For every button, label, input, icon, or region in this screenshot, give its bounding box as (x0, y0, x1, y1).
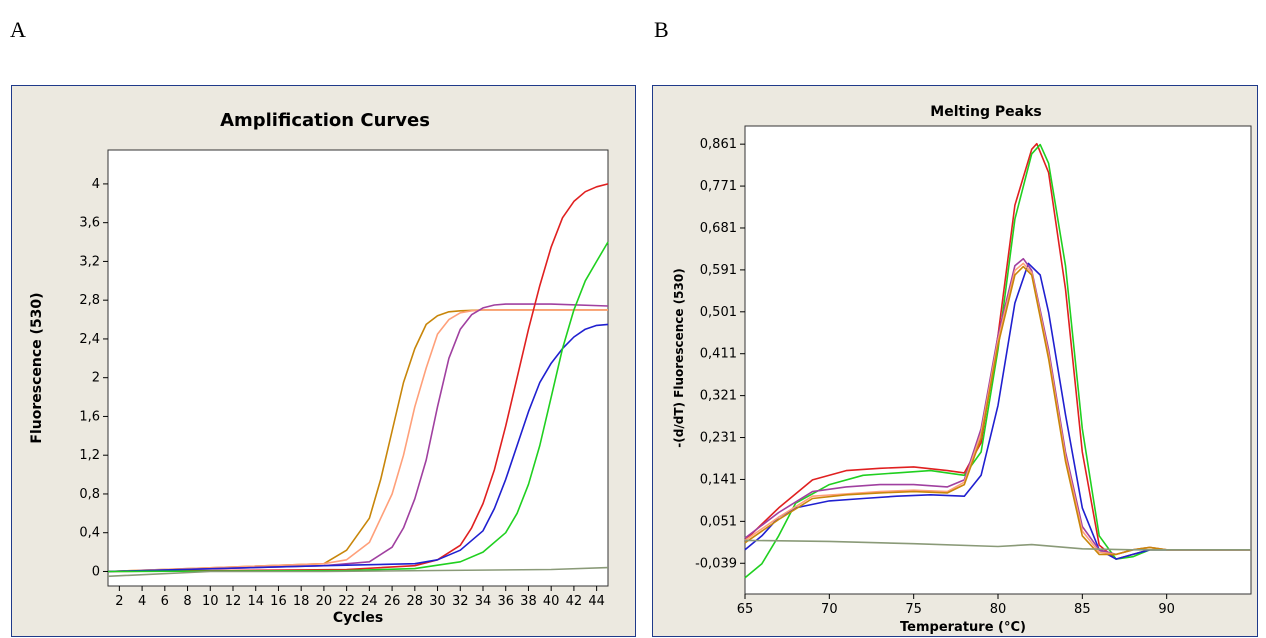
x-tick-label: 24 (361, 594, 378, 609)
x-tick-label: 65 (737, 602, 754, 617)
y-tick-label: 0,321 (700, 389, 737, 404)
y-tick-label: 2 (92, 371, 100, 386)
y-tick-label: 2,4 (79, 332, 100, 347)
series-line-6 (107, 241, 609, 573)
x-tick-label: 2 (115, 594, 123, 609)
panel-label-a: A (10, 17, 26, 42)
x-tick-label: 16 (270, 594, 287, 609)
y-axis-label: Fluorescence (530) (29, 292, 45, 443)
x-axis-label: Cycles (333, 610, 383, 626)
series-line-3 (744, 262, 1251, 560)
chart-title: Amplification Curves (220, 110, 430, 131)
y-tick-label: 0,8 (79, 487, 100, 502)
y-tick-label: 2,8 (79, 293, 100, 308)
y-tick-label: 1,6 (79, 409, 100, 424)
x-tick-label: 38 (520, 594, 537, 609)
y-tick-label: 3,2 (79, 254, 100, 269)
series-line-6 (744, 265, 1251, 556)
x-tick-label: 20 (316, 594, 333, 609)
x-axis: 2 4 6 8 10 12 14 16 18 20 22 24 26 28 30 32 34 36 38 40 42 44 (115, 586, 605, 609)
x-tick-label: 32 (452, 594, 469, 609)
x-tick-label: 80 (990, 602, 1007, 617)
x-tick-label: 70 (821, 602, 838, 617)
x-tick-label: 34 (475, 594, 492, 609)
x-tick-label: 44 (588, 594, 605, 609)
y-tick-label: 0,771 (700, 179, 737, 194)
x-tick-label: 18 (293, 594, 310, 609)
x-tick-label: 30 (429, 594, 446, 609)
y-tick-label: 0,861 (700, 137, 737, 152)
x-tick-label: 40 (543, 594, 560, 609)
x-tick-label: 90 (1158, 602, 1175, 617)
melting-panel: Melting Peaks -0,039 0,051 0,141 0,231 0,321… (652, 85, 1258, 637)
y-tick-label: 0,051 (700, 514, 737, 529)
y-tick-label: 3,6 (79, 216, 100, 231)
y-tick-label: 0,411 (700, 347, 737, 362)
x-tick-label: 26 (384, 594, 401, 609)
x-tick-label: 14 (247, 594, 264, 609)
y-tick-label: 4 (92, 177, 100, 192)
series-group (107, 183, 609, 578)
y-tick-label: 0,4 (79, 526, 100, 541)
x-tick-label: 85 (1074, 602, 1091, 617)
series-line-2 (107, 309, 608, 573)
series-line-3 (107, 303, 609, 573)
y-axis: 0 0,4 0,8 1,2 1,6 2 2,4 2,8 3,2 3,6 4 (79, 177, 108, 579)
x-tick-label: 12 (225, 594, 242, 609)
y-axis: -0,039 0,051 0,141 0,231 0,321 0,411 0,501 0,59… (695, 137, 745, 571)
series-line-7 (744, 539, 1251, 551)
x-tick-label: 22 (338, 594, 355, 609)
y-tick-label: 0,681 (700, 221, 737, 236)
plot-area (107, 149, 609, 587)
x-tick-label: 6 (161, 594, 169, 609)
series-line-7 (107, 566, 609, 578)
y-tick-label: 0,591 (700, 263, 737, 278)
x-tick-label: 36 (497, 594, 514, 609)
x-tick-label: 75 (905, 602, 922, 617)
series-group (744, 142, 1251, 579)
x-tick-label: 4 (138, 594, 146, 609)
amplification-panel: Amplification Curves 0 0,4 0,8 1,2 1,6 2 2,4 2,… (11, 85, 636, 637)
x-tick-label: 28 (407, 594, 424, 609)
amplification-chart: Amplification Curves 0 0,4 0,8 1,2 1,6 2 2,4 2,… (29, 110, 609, 626)
plot-area (744, 125, 1252, 595)
x-tick-label: 8 (183, 594, 191, 609)
y-tick-label: 0,141 (700, 472, 737, 487)
x-axis: 65 70 75 80 85 90 (737, 594, 1175, 617)
y-tick-label: 0 (92, 564, 100, 579)
x-tick-label: 10 (202, 594, 219, 609)
x-tick-label: 42 (566, 594, 583, 609)
series-line-5 (107, 323, 609, 573)
y-axis-label: -(d/dT) Fluorescence (530) (672, 268, 686, 447)
melting-chart: Melting Peaks -0,039 0,051 0,141 0,231 0,321… (672, 104, 1252, 635)
y-tick-label: 0,501 (700, 305, 737, 320)
y-tick-label: 1,2 (79, 448, 100, 463)
chart-title: Melting Peaks (930, 104, 1041, 120)
y-tick-label: 0,231 (700, 431, 737, 446)
panel-label-b: B (654, 17, 669, 42)
y-tick-label: -0,039 (695, 556, 737, 571)
x-axis-label: Temperature (°C) (900, 620, 1026, 635)
